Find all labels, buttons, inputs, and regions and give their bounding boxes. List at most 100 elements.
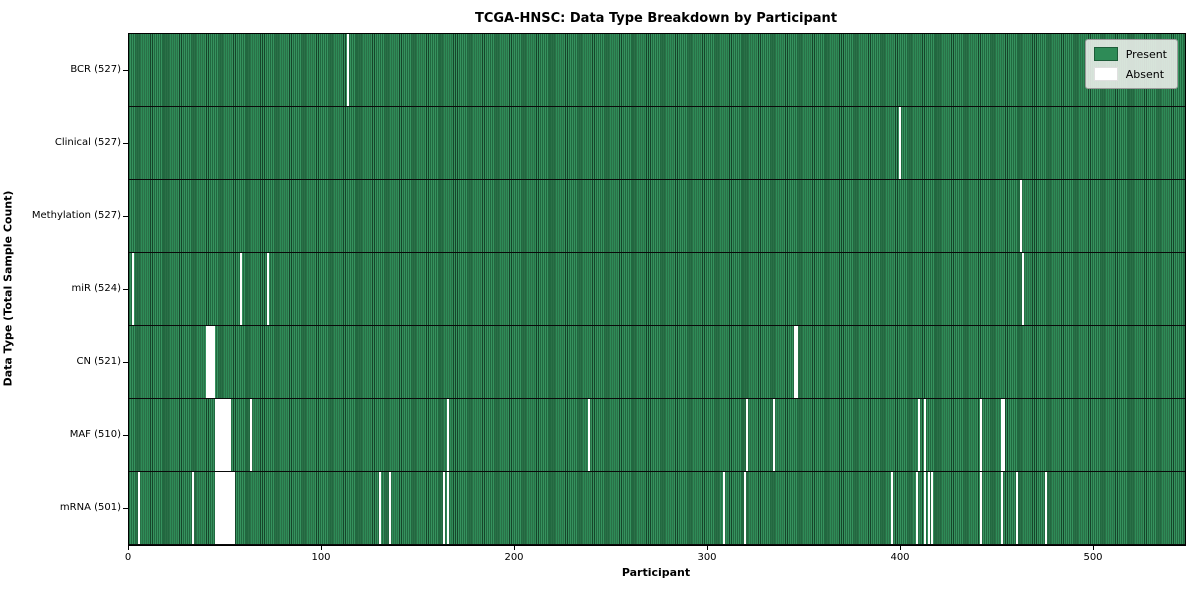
present-bars-MAF [129,399,1185,471]
absent-mark-mRNA-135 [389,472,392,544]
heatmap-row-Clinical [129,107,1185,180]
absent-mark-mRNA-51 [226,472,229,544]
absent-mark-MAF-47 [219,399,222,471]
absent-mark-CN-44 [213,326,216,398]
present-bars-Clinical [129,107,1185,179]
y-tick-mRNA [123,508,128,509]
x-tick-label-0: 0 [124,552,132,563]
absent-mark-BCR-113 [346,34,349,106]
absent-mark-mRNA-163 [443,472,446,544]
heatmap-row-CN [129,326,1185,399]
absent-mark-mRNA-460 [1016,472,1019,544]
x-tick-label-500: 500 [1083,552,1103,563]
y-tick-label-mRNA: mRNA (501) [59,502,121,513]
absent-mark-MAF-165 [446,399,449,471]
absent-mark-MAF-51 [226,399,229,471]
absent-mark-mRNA-49 [223,472,226,544]
absent-mark-mRNA-33 [192,472,195,544]
absent-mark-mRNA-408 [915,472,918,544]
absent-mark-CN-40 [205,326,208,398]
absent-mark-CN-346 [796,326,799,398]
absent-mark-miR-58 [240,253,243,325]
absent-mark-miR-72 [267,253,270,325]
heatmap-row-MAF [129,399,1185,472]
x-tick-label-200: 200 [504,552,524,563]
absent-mark-MAF-50 [225,399,227,471]
absent-mark-Methylation-462 [1020,180,1023,252]
absent-mark-CN-345 [794,326,797,398]
absent-mark-MAF-453 [1002,399,1005,471]
heatmap-row-Methylation [129,180,1185,253]
absent-mark-CN-42 [209,326,212,398]
absent-mark-mRNA-475 [1045,472,1048,544]
legend-item-present: Present [1093,47,1167,61]
y-tick-Methylation [123,216,128,217]
absent-mark-miR-2 [132,253,135,325]
absent-mark-CN-43 [211,326,214,398]
absent-mark-CN-41 [207,326,210,398]
absent-mark-mRNA-414 [927,472,930,544]
y-tick-label-BCR: BCR (527) [70,64,121,75]
legend-item-absent: Absent [1093,67,1167,81]
absent-mark-mRNA-308 [722,472,725,544]
absent-mark-mRNA-130 [379,472,382,544]
present-bars-mRNA [129,472,1185,544]
absent-mark-mRNA-395 [890,472,893,544]
x-tick-label-300: 300 [697,552,717,563]
legend-swatch-present [1093,47,1118,61]
absent-mark-miR-463 [1022,253,1025,325]
absent-mark-MAF-63 [250,399,253,471]
absent-mark-mRNA-53 [230,472,233,544]
y-tick-label-MAF: MAF (510) [69,429,121,440]
absent-mark-MAF-52 [228,399,231,471]
absent-mark-Clinical-399 [898,107,901,179]
x-tick-label-100: 100 [311,552,331,563]
absent-mark-MAF-48 [221,399,224,471]
x-tick-label-400: 400 [890,552,910,563]
absent-mark-MAF-46 [217,399,220,471]
absent-mark-mRNA-48 [221,472,224,544]
legend: Present Absent [1084,39,1178,89]
chart-title: TCGA-HNSC: Data Type Breakdown by Partic… [474,11,838,26]
absent-mark-mRNA-441 [979,472,982,544]
absent-mark-mRNA-319 [744,472,747,544]
heatmap-row-mRNA [129,472,1185,545]
present-bars-BCR [129,34,1185,106]
x-tick-100 [321,545,322,550]
absent-mark-mRNA-165 [446,472,449,544]
absent-mark-MAF-238 [587,399,590,471]
y-tick-Clinical [123,143,128,144]
legend-swatch-absent [1093,67,1118,81]
x-tick-0 [128,545,129,550]
absent-mark-MAF-452 [1000,399,1003,471]
y-tick-label-Clinical: Clinical (527) [54,137,121,148]
absent-mark-MAF-409 [917,399,920,471]
absent-mark-mRNA-452 [1000,472,1003,544]
heatmap-row-BCR [129,34,1185,107]
legend-label-absent: Absent [1125,67,1165,81]
present-bars-CN [129,326,1185,398]
y-tick-label-Methylation: Methylation (527) [31,210,121,221]
y-tick-CN [123,362,128,363]
y-tick-MAF [123,435,128,436]
absent-mark-mRNA-47 [219,472,222,544]
x-tick-200 [514,545,515,550]
x-axis-label: Participant [621,566,691,579]
absent-mark-MAF-49 [223,399,226,471]
present-bars-Methylation [129,180,1185,252]
x-tick-400 [900,545,901,550]
x-tick-300 [707,545,708,550]
y-tick-miR [123,289,128,290]
absent-mark-mRNA-412 [923,472,926,544]
absent-mark-mRNA-54 [232,472,235,544]
present-bars-miR [129,253,1185,325]
heatmap-row-miR [129,253,1185,326]
y-tick-label-CN: CN (521) [76,356,121,367]
absent-mark-mRNA-50 [225,472,227,544]
absent-mark-mRNA-5 [138,472,141,544]
legend-label-present: Present [1125,47,1167,61]
x-tick-500 [1093,545,1094,550]
absent-mark-MAF-412 [923,399,926,471]
y-tick-BCR [123,70,128,71]
